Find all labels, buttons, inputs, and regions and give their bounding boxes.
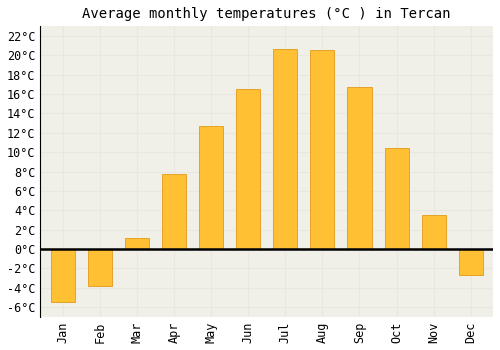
Bar xyxy=(273,49,297,249)
Bar xyxy=(422,215,446,249)
Bar xyxy=(124,238,149,249)
Bar xyxy=(199,126,223,249)
Bar xyxy=(50,249,74,302)
Bar xyxy=(384,148,408,249)
Title: Average monthly temperatures (°C ) in Tercan: Average monthly temperatures (°C ) in Te… xyxy=(82,7,451,21)
Bar xyxy=(162,174,186,249)
Bar xyxy=(458,249,483,275)
Bar xyxy=(348,87,372,249)
Bar xyxy=(310,49,334,249)
Bar xyxy=(88,249,112,286)
Bar xyxy=(236,89,260,249)
